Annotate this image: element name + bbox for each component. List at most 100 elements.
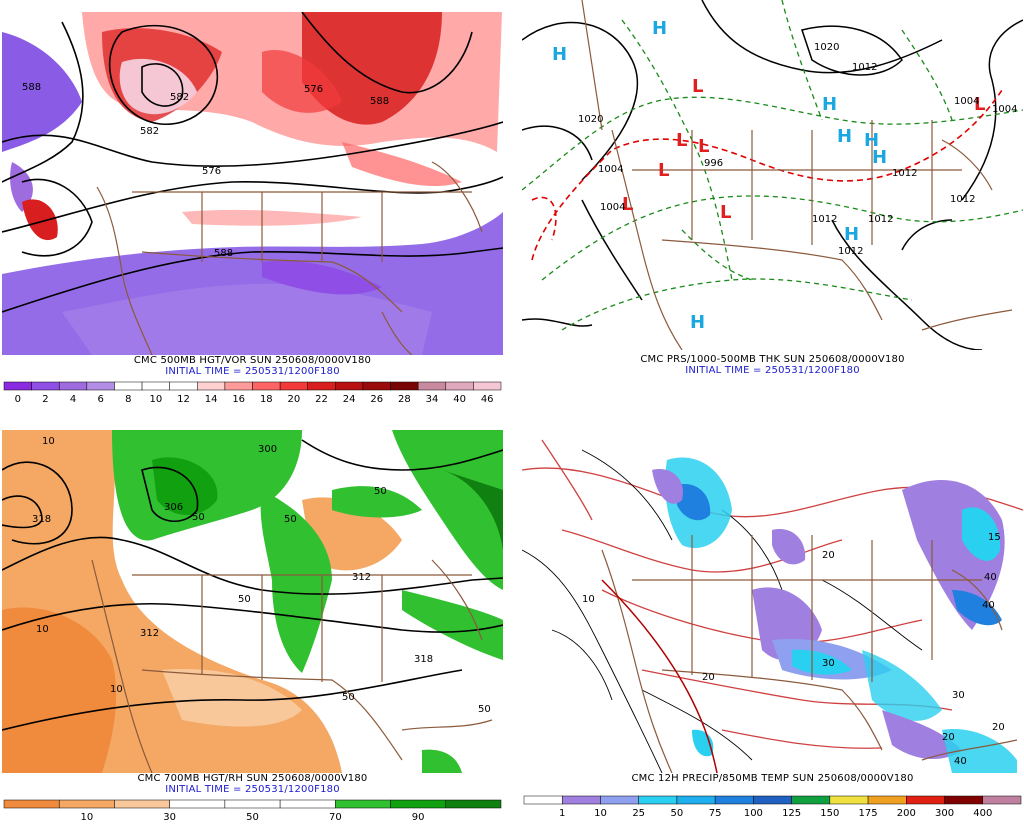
colorbar-swatch: [307, 381, 336, 391]
colorbar-swatch: [335, 799, 391, 809]
rh-label: 10: [36, 624, 49, 635]
rh-label: 50: [238, 594, 251, 605]
isobar-label: 1004: [992, 104, 1017, 115]
colorbar-tick-label: 400: [973, 808, 992, 819]
low-pressure-label: L: [974, 94, 985, 115]
high-pressure-label: H: [822, 94, 837, 115]
colorbar-swatch: [390, 381, 419, 391]
high-pressure-label: H: [864, 130, 879, 151]
panel-prs-thk: H H H H H H H H L L L L L L L 1020 1020 …: [522, 0, 1023, 396]
colorbar-tick-label: 75: [709, 808, 722, 819]
panel-subtitle: INITIAL TIME = 250531/1200F180: [685, 365, 860, 376]
isobar-label: 1020: [578, 114, 603, 125]
colorbar-tick-label: 28: [398, 394, 411, 405]
low-pressure-label: L: [692, 76, 703, 97]
colorbar-tick-label: 40: [453, 394, 466, 405]
colorbar-swatch: [791, 795, 831, 805]
colorbar-swatch: [58, 799, 115, 809]
rh-label: 50: [192, 512, 205, 523]
low-pressure-label: L: [622, 194, 633, 215]
colorbar-precip: 1 10 25 50 75 100 125 150 175 200 300 400: [522, 792, 1023, 820]
colorbar-swatch: [3, 799, 60, 809]
contour-label: 576: [304, 84, 323, 95]
colorbar-tick-label: 0: [15, 394, 21, 405]
colorbar-tick-label: 18: [260, 394, 273, 405]
low-pressure-label: L: [720, 202, 731, 223]
colorbar-swatch: [279, 381, 308, 391]
colorbar-swatch: [279, 799, 336, 809]
temp-label: 30: [952, 690, 965, 701]
temp-label: 20: [702, 672, 715, 683]
contour-label: 312: [352, 572, 371, 583]
colorbar-tick-label: 100: [744, 808, 763, 819]
contour-label: 318: [414, 654, 433, 665]
isobar-label: 1012: [950, 194, 975, 205]
colorbar-tick-label: 90: [412, 812, 425, 823]
colorbar-swatch: [417, 381, 447, 391]
colorbar-swatch: [600, 795, 639, 805]
colorbar-tick-label: 200: [897, 808, 916, 819]
panel-title: CMC 700MB HGT/RH SUN 250608/0000V180: [137, 773, 368, 784]
isobar-label: 1004: [598, 164, 623, 175]
colorbar-swatch: [141, 381, 170, 391]
temp-label: 20: [942, 732, 955, 743]
colorbar-tick-label: 10: [149, 394, 162, 405]
temp-label: 15: [988, 532, 1001, 543]
panel-500mb-hgt-vor: 588 582 582 576 588 588 576 CMC 500MB HG…: [2, 12, 503, 408]
colorbar-swatch: [867, 795, 907, 805]
colorbar-tick-label: 6: [97, 394, 103, 405]
temp-label: 40: [982, 600, 995, 611]
colorbar-swatch: [445, 799, 502, 809]
colorbar-swatch: [224, 381, 253, 391]
colorbar-swatch: [473, 381, 502, 391]
rh-label: 10: [110, 684, 123, 695]
isobar-label: 1004: [954, 96, 979, 107]
colorbar-swatch: [86, 381, 115, 391]
colorbar-tick-label: 70: [329, 812, 342, 823]
high-pressure-label: H: [837, 126, 852, 147]
isobar-label: 1012: [838, 246, 863, 257]
high-pressure-label: H: [652, 18, 667, 39]
colorbar-tick-label: 25: [632, 808, 645, 819]
panel-12h-precip-850mb-temp: 15 10 20 30 30 40 40 20 20 20 40 CMC 12H…: [522, 430, 1023, 826]
colorbar-tick-label: 26: [370, 394, 383, 405]
colorbar-swatch: [753, 795, 792, 805]
panel-subtitle: INITIAL TIME = 250531/1200F180: [165, 784, 340, 795]
colorbar-tick-label: 300: [935, 808, 954, 819]
low-pressure-label: L: [676, 130, 687, 151]
colorbar-tick-label: 10: [594, 808, 607, 819]
colorbar-swatch: [169, 799, 226, 809]
colorbar-tick-label: 14: [205, 394, 218, 405]
temp-label: 40: [984, 572, 997, 583]
colorbar-swatch: [390, 799, 447, 809]
colorbar-tick-label: 16: [232, 394, 245, 405]
contour-label: 582: [170, 92, 189, 103]
colorbar-tick-label: 22: [315, 394, 328, 405]
contour-label: 312: [140, 628, 159, 639]
colorbar-swatch: [982, 795, 1022, 805]
panel-700mb-hgt-rh: 318 312 306 312 318 300 10 10 10 50 50 5…: [2, 430, 503, 826]
isobar-label: 1004: [600, 202, 625, 213]
contour-label: 588: [370, 96, 389, 107]
colorbar-swatch: [906, 795, 945, 805]
panel-title: CMC 500MB HGT/VOR SUN 250608/0000V180: [133, 355, 372, 366]
rh-label: 10: [42, 436, 55, 447]
rh-label: 50: [284, 514, 297, 525]
colorbar-tick-label: 50: [246, 812, 259, 823]
map-500mb: 588 582 582 576 588 588 576: [2, 12, 503, 355]
colorbar-tick-label: 125: [782, 808, 801, 819]
isobar-label: 1012: [868, 214, 893, 225]
contour-label: 318: [32, 514, 51, 525]
colorbar-swatch: [224, 799, 281, 809]
temp-label: 20: [992, 722, 1005, 733]
colorbar-tick-label: 8: [125, 394, 131, 405]
colorbar-tick-label: 30: [163, 812, 176, 823]
colorbar-swatch: [676, 795, 716, 805]
colorbar-swatch: [3, 381, 32, 391]
colorbar-swatch: [714, 795, 754, 805]
colorbar-swatch: [335, 381, 364, 391]
colorbar-tick-label: 2: [42, 394, 48, 405]
contour-label: 576: [202, 166, 221, 177]
colorbar-tick-label: 12: [177, 394, 190, 405]
colorbar-swatch: [114, 381, 143, 391]
